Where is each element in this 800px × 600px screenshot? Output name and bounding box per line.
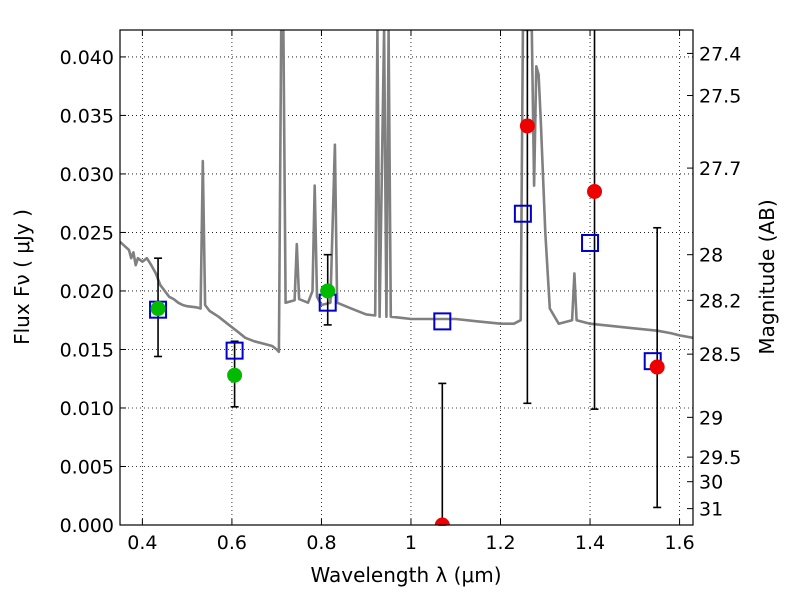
magnitude-tick-label: 28.2 xyxy=(699,290,741,312)
y-axis: 0.000 0.005 0.010 0.015 0.020 0.025 0.030 0.035… xyxy=(60,47,126,537)
magnitude-axis: 27.4 27.5 27.7 28 28.2 28.5 29 29.5 30 31 xyxy=(687,43,741,521)
magnitude-tick-label: 27.4 xyxy=(699,43,741,65)
model-photometry-square xyxy=(581,233,600,252)
magnitude-tick-label: 31 xyxy=(699,499,723,521)
upper-limit-point xyxy=(434,517,450,525)
x-tick-label: 1.4 xyxy=(575,532,605,554)
magnitude-tick-label: 30 xyxy=(699,472,723,494)
model-photometry-square xyxy=(225,341,244,360)
magnitude-tick-label: 29 xyxy=(699,407,723,429)
y-tick-label: 0.000 xyxy=(60,515,114,537)
x-tick-label: 1.2 xyxy=(485,532,515,554)
x-tick-label: 0.4 xyxy=(127,532,157,554)
plot-frame xyxy=(119,29,694,526)
x-tick-label: 1 xyxy=(405,532,417,554)
magnitude-tick-label: 27.7 xyxy=(699,158,741,180)
y-tick-label: 0.015 xyxy=(60,339,114,361)
x-tick-label: 1.6 xyxy=(664,532,694,554)
y-axis-label: Flux Fν ( μJy ) xyxy=(10,209,34,345)
x-tick-label: 0.8 xyxy=(306,532,336,554)
model-photometry-square xyxy=(433,312,452,331)
detection-point xyxy=(150,301,166,317)
y-tick-label: 0.005 xyxy=(60,456,114,478)
markers-layer xyxy=(149,118,665,525)
magnitude-tick-label: 28.5 xyxy=(699,344,741,366)
plot-background xyxy=(120,30,693,525)
upper-limit-point xyxy=(587,183,603,199)
magnitude-tick-label: 27.5 xyxy=(699,86,741,108)
y-tick-label: 0.040 xyxy=(60,47,114,69)
y-tick-label: 0.025 xyxy=(60,222,114,244)
y-tick-label: 0.030 xyxy=(60,164,114,186)
upper-limit-point xyxy=(649,359,665,375)
detection-point xyxy=(320,283,336,299)
y-tick-label: 0.035 xyxy=(60,105,114,127)
magnitude-axis-label: Magnitude (AB) xyxy=(755,199,779,354)
grid xyxy=(120,30,693,526)
x-tick-label: 0.6 xyxy=(217,532,247,554)
y-tick-label: 0.010 xyxy=(60,398,114,420)
x-axis-label: Wavelength λ (μm) xyxy=(310,563,501,587)
detection-point xyxy=(227,367,243,383)
magnitude-tick-label: 28 xyxy=(699,245,723,267)
model-photometry-square xyxy=(513,204,532,223)
x-axis: 0.4 0.6 0.8 1 1.2 1.4 1.6 xyxy=(127,30,695,554)
y-tick-label: 0.020 xyxy=(60,281,114,303)
magnitude-tick-label: 29.5 xyxy=(699,447,741,469)
upper-limit-point xyxy=(519,118,535,134)
